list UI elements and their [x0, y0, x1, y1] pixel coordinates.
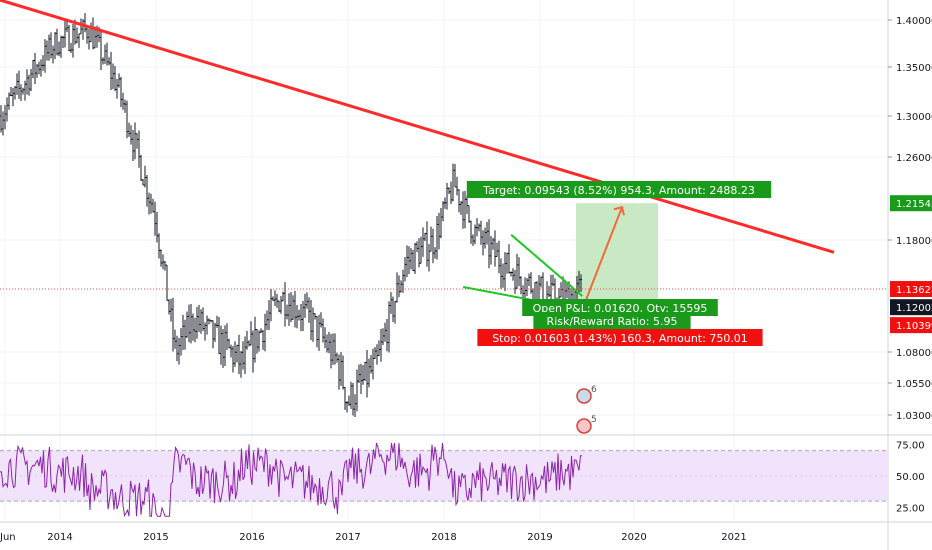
price-tick-label: 1.05500 — [896, 379, 932, 390]
price-badge-label: 1.13622 — [896, 285, 932, 296]
projection-arrowhead — [613, 206, 625, 216]
price-badge-bg — [890, 281, 932, 298]
pnl-label-bg — [522, 299, 718, 316]
price-tick-label: 1.03000 — [896, 411, 932, 422]
rr-label: Risk/Reward Ratio: 5.95 — [547, 315, 678, 328]
time-tick-label: 2019 — [527, 532, 552, 543]
price-tick-label: 1.30000 — [896, 112, 932, 123]
rsi-tick-label: 50.00 — [896, 472, 925, 483]
price-tick-label: 1.26000 — [896, 153, 932, 164]
event-count: 6 — [591, 385, 597, 395]
time-tick-label: Jun — [0, 532, 16, 543]
price-badge-label: 1.21545 — [896, 199, 932, 210]
rr-label-bg — [533, 312, 691, 329]
price-tick-label: 1.40000 — [896, 16, 932, 27]
label-layer: Target: 0.09543 (8.52%) 954.3, Amount: 2… — [466, 181, 772, 434]
price-badge-bg — [890, 317, 932, 334]
target-label: Target: 0.09543 (8.52%) 954.3, Amount: 2… — [482, 184, 755, 197]
time-tick-label: 2020 — [621, 532, 646, 543]
price-badge-label: 1.12002 — [896, 303, 932, 314]
price-tick-label: 1.35000 — [896, 63, 932, 74]
time-tick-label: 2017 — [335, 532, 360, 543]
stop-label-bg — [477, 329, 763, 346]
price-badge-bg — [890, 299, 932, 316]
time-tick-label: 2021 — [721, 532, 746, 543]
rsi-layer — [0, 442, 582, 517]
price-badge-bg — [890, 195, 932, 212]
target-label-bg — [466, 181, 772, 198]
rsi-line — [0, 442, 582, 517]
long-term-trendline — [0, 0, 835, 254]
event-marker-icon — [576, 388, 592, 404]
stop-label: Stop: 0.01603 (1.43%) 160.3, Amount: 750… — [492, 332, 748, 345]
price-tick-label: 1.08000 — [896, 348, 932, 359]
price-tick-label: 1.18000 — [896, 236, 932, 247]
event-marker-icon — [576, 418, 592, 434]
pnl-label: Open P&L: 0.01620, Qty: 15595 — [533, 302, 708, 315]
price-badge-label: 1.10399 — [896, 321, 932, 332]
candle-layer — [0, 13, 888, 417]
rsi-tick-label: 25.00 — [896, 503, 925, 514]
axis-layer: 1.40000 1.35000 1.30000 1.26000 1.18000 1.080… — [0, 16, 932, 543]
projection-arrow — [583, 206, 623, 306]
wedge-upper-line — [510, 234, 583, 297]
event-count: 5 — [591, 415, 597, 425]
time-tick-label: 2018 — [431, 532, 456, 543]
time-tick-label: 2014 — [47, 532, 72, 543]
rsi-tick-label: 75.00 — [896, 440, 925, 451]
time-tick-label: 2016 — [239, 532, 264, 543]
time-tick-label: 2015 — [143, 532, 168, 543]
